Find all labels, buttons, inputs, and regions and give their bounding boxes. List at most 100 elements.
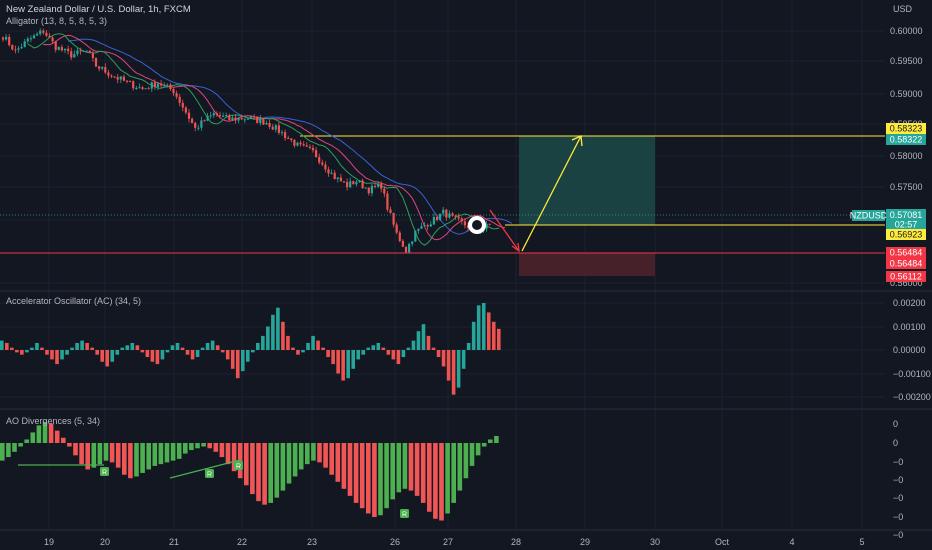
time-axis[interactable]: 19 20 21 22 23 26 27 28 29 30 Oct 4 5 (44, 537, 865, 547)
candle-body (135, 88, 138, 90)
ac-title[interactable]: Accelerator Oscillator (AC) (34, 5) (6, 296, 141, 306)
ac-bar (486, 312, 491, 350)
time-tick-label: 19 (44, 537, 54, 547)
candle-body (79, 50, 82, 52)
ao-bar (335, 443, 341, 482)
candle-body (377, 183, 380, 187)
projection-arrow-down[interactable] (489, 209, 520, 252)
ao-bar (79, 443, 84, 465)
ao-bar (396, 443, 402, 493)
ao-bar (122, 443, 127, 475)
candle-body (187, 112, 191, 119)
candle-body (398, 232, 401, 241)
ac-bar (200, 347, 205, 350)
candle-body (262, 118, 265, 125)
ao-title[interactable]: AO Divergences (5, 34) (6, 416, 100, 426)
ao-bar (140, 443, 145, 473)
candle-body (401, 240, 404, 247)
ao-bar (207, 443, 212, 449)
candle-body (45, 32, 48, 36)
tag-stop-a-bg (886, 247, 926, 258)
candle-body (346, 182, 349, 188)
candle-body (259, 118, 262, 123)
candle-body (380, 183, 383, 189)
divergence-marker[interactable] (234, 461, 243, 470)
price-tags: 0.58323 0.58322 NZDUSD 0.57081 02:57 0.5… (850, 123, 926, 282)
ao-bar (85, 443, 90, 470)
accelerator-oscillator-pane[interactable] (0, 303, 501, 395)
ao-bar (457, 443, 463, 491)
ao-bar (36, 425, 42, 443)
ac-bar (135, 345, 140, 350)
candle-body (296, 142, 299, 146)
candle-body (8, 36, 11, 46)
divergence-marker[interactable] (100, 467, 109, 476)
ac-bar (125, 345, 130, 350)
symbol-title[interactable]: New Zealand Dollar / U.S. Dollar, 1h, FX… (6, 4, 191, 15)
price-pane[interactable] (0, 28, 885, 254)
projection-arrow-up[interactable] (521, 135, 582, 252)
candle-body (70, 51, 73, 58)
divergence-marker[interactable] (205, 469, 214, 478)
candle-body (166, 84, 169, 86)
ac-bar (175, 342, 180, 350)
ac-bar (100, 350, 104, 362)
ac-bar (195, 350, 200, 358)
candle-body (222, 115, 225, 117)
ac-bar (331, 350, 335, 365)
ao-divergences-pane[interactable]: R R R R (0, 421, 499, 521)
ao-bar (30, 432, 36, 443)
tag-upper-b: 0.58322 (890, 135, 923, 145)
ac-bar (60, 350, 64, 360)
candle-body (243, 119, 246, 121)
ao-bar (463, 443, 469, 479)
tag-lower: 0.56112 (890, 272, 922, 282)
ao-axis[interactable]: 0 0 −0 −0 −0 −0 −0 (893, 419, 903, 540)
ac-bar (426, 335, 431, 350)
price-tick-label: 0.60000 (890, 26, 923, 36)
candle-body (237, 117, 240, 121)
ac-axis[interactable]: 0.00200 0.00100 0.00000 −0.00100 −0.00200 (893, 298, 931, 402)
ao-bar (237, 443, 243, 479)
candle-body (448, 213, 451, 218)
ao-bar (244, 443, 249, 486)
ao-bar (323, 443, 328, 468)
ac-bar (10, 347, 14, 350)
profit-zone[interactable] (519, 136, 655, 225)
ac-bar (321, 347, 325, 350)
candle-body (67, 48, 70, 52)
ac-bar (170, 345, 175, 350)
indicator-title[interactable]: Alligator (13, 8, 5, 8, 5, 3) (6, 16, 107, 26)
ac-bar (296, 350, 300, 355)
candle-body (404, 246, 408, 253)
candle-body (181, 102, 184, 108)
ac-bar (456, 350, 461, 388)
ac-bar (50, 350, 54, 360)
ao-bar (176, 443, 182, 459)
ao-bar (67, 443, 72, 447)
candle-body (231, 117, 234, 120)
ac-bar (431, 347, 436, 350)
ao-bar (0, 443, 5, 461)
ao-bar (91, 443, 97, 468)
ao-bar (341, 443, 347, 489)
ao-bar (262, 443, 267, 505)
ao-bar (61, 437, 66, 443)
ac-bar (356, 350, 361, 360)
divergence-marker[interactable] (400, 509, 409, 518)
candle-body (423, 225, 426, 227)
divergence-marker-label: R (402, 512, 407, 519)
ao-bar (372, 443, 377, 517)
candle-body (122, 76, 125, 81)
ac-bar (95, 350, 99, 355)
ac-bar (55, 350, 59, 365)
ac-bar (301, 350, 305, 353)
candle-body (42, 30, 45, 33)
ao-bar (268, 443, 273, 503)
loss-zone[interactable] (519, 253, 655, 276)
ao-bar (408, 443, 414, 491)
ac-bar (105, 350, 110, 367)
candle-body (191, 118, 194, 123)
candle-body (408, 243, 411, 253)
